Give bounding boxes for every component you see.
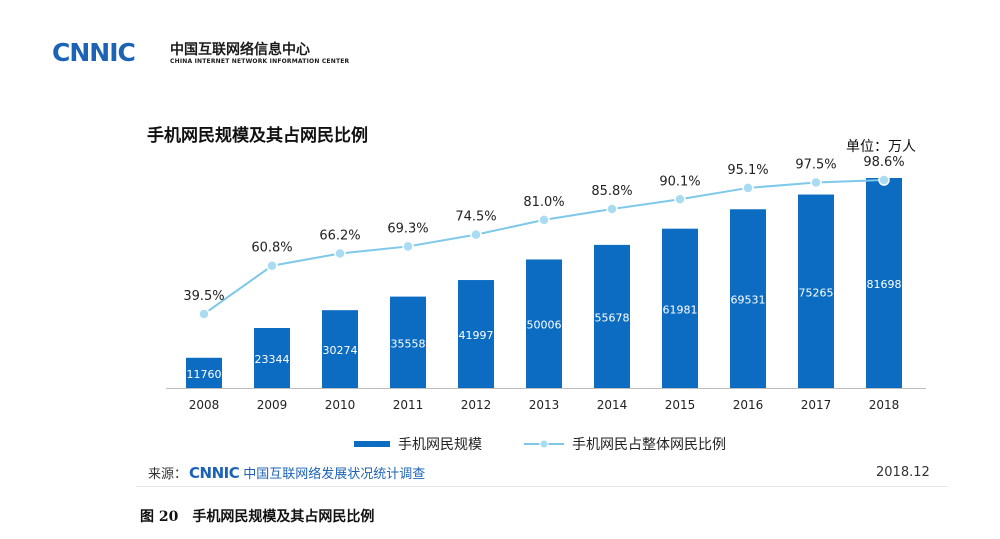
x-tick-label: 2018: [869, 398, 900, 412]
bar-value-label: 30274: [323, 344, 358, 357]
chart-svg: 11760 23344 30274 35558 41997 50006 55678 61981…: [166, 155, 926, 453]
x-tick-label: 2009: [257, 398, 288, 412]
ratio-point-2011: [402, 240, 414, 253]
bar-value-label: 11760: [187, 368, 222, 381]
ratio-point-2017: [810, 176, 822, 189]
ratio-value-label: 98.6%: [863, 155, 904, 170]
bar-value-label: 55678: [595, 311, 630, 324]
bar-2014: [594, 244, 630, 388]
unit-label: 单位：万人: [846, 139, 916, 155]
chart-title: 手机网民规模及其占网民比例: [147, 126, 368, 146]
source-logo: CNNIC: [189, 464, 240, 482]
x-tick-label: 2015: [665, 398, 696, 412]
x-tick-label: 2010: [325, 398, 356, 412]
org-name-cn: 中国互联网络信息中心: [170, 42, 310, 58]
ratio-point-2009: [266, 259, 278, 272]
bar-2011: [390, 296, 426, 388]
bar-2016: [730, 209, 766, 388]
bar-value-label: 61981: [663, 303, 698, 316]
x-tick-label: 2008: [189, 398, 220, 412]
chart-panel: 11760 23344 30274 35558 41997 50006 55678 61981…: [136, 96, 948, 488]
ratio-value-label: 85.8%: [591, 184, 632, 199]
ratio-point-2012: [470, 228, 482, 241]
ratio-point-2014: [606, 203, 618, 215]
bar-value-label: 41997: [459, 329, 494, 342]
x-tick-label: 2014: [597, 398, 628, 412]
ratio-point-2010: [334, 247, 346, 260]
page-header: CNNIC 中国互联网络信息中心 CHINA INTERNET NETWORK …: [52, 36, 382, 70]
bar-2008: [186, 357, 222, 388]
ratio-point-2016: [742, 182, 754, 194]
x-tick-label: 2011: [393, 398, 424, 412]
x-tick-label: 2012: [461, 398, 492, 412]
ratio-point-2013: [538, 214, 550, 226]
ratio-value-label: 90.1%: [659, 174, 700, 189]
ratio-point-2018: [878, 174, 890, 186]
bar-value-label: 50006: [527, 319, 562, 332]
source-prefix: 来源：: [148, 467, 188, 482]
bar-2017: [798, 194, 834, 388]
org-name-en: CHINA INTERNET NETWORK INFORMATION CENTE…: [170, 58, 350, 65]
bar-2013: [526, 259, 562, 388]
bar-value-label: 35558: [391, 337, 426, 350]
legend-bar-label: 手机网民规模: [398, 437, 482, 453]
report-date: 2018.12: [876, 465, 930, 480]
ratio-point-2015: [674, 193, 686, 206]
legend-bar-swatch: [354, 441, 390, 447]
bar-value-label: 69531: [731, 294, 766, 307]
x-tick-label: 2017: [801, 398, 832, 412]
ratio-value-label: 97.5%: [795, 157, 836, 172]
bar-2018: [866, 178, 902, 388]
legend-line-marker: [539, 439, 549, 449]
bar-2012: [458, 280, 494, 388]
ratio-value-label: 81.0%: [523, 195, 564, 210]
ratio-value-label: 69.3%: [387, 221, 428, 236]
ratio-value-label: 60.8%: [251, 241, 292, 256]
x-tick-label: 2013: [529, 398, 560, 412]
ratio-value-label: 95.1%: [727, 163, 768, 178]
ratio-value-label: 39.5%: [183, 289, 224, 304]
source-name: 中国互联网络发展状况统计调查: [243, 467, 426, 482]
bar-value-label: 75265: [799, 286, 834, 299]
source-line: 来源： CNNIC 中国互联网络发展状况统计调查: [148, 463, 425, 482]
bar-value-label: 81698: [867, 278, 902, 291]
ratio-value-label: 74.5%: [455, 210, 496, 225]
legend-line-label: 手机网民占整体网民比例: [572, 437, 726, 453]
cnnic-logo: CNNIC: [52, 38, 136, 67]
bar-2015: [662, 228, 698, 388]
figure-caption: 图 20 手机网民规模及其占网民比例: [140, 509, 375, 525]
bar-2010: [322, 310, 358, 388]
ratio-value-label: 66.2%: [319, 228, 360, 243]
x-tick-label: 2016: [733, 398, 764, 412]
bar-value-label: 23344: [255, 353, 290, 366]
bar-2009: [254, 327, 290, 388]
divider: [136, 486, 948, 487]
ratio-point-2008: [198, 308, 210, 320]
